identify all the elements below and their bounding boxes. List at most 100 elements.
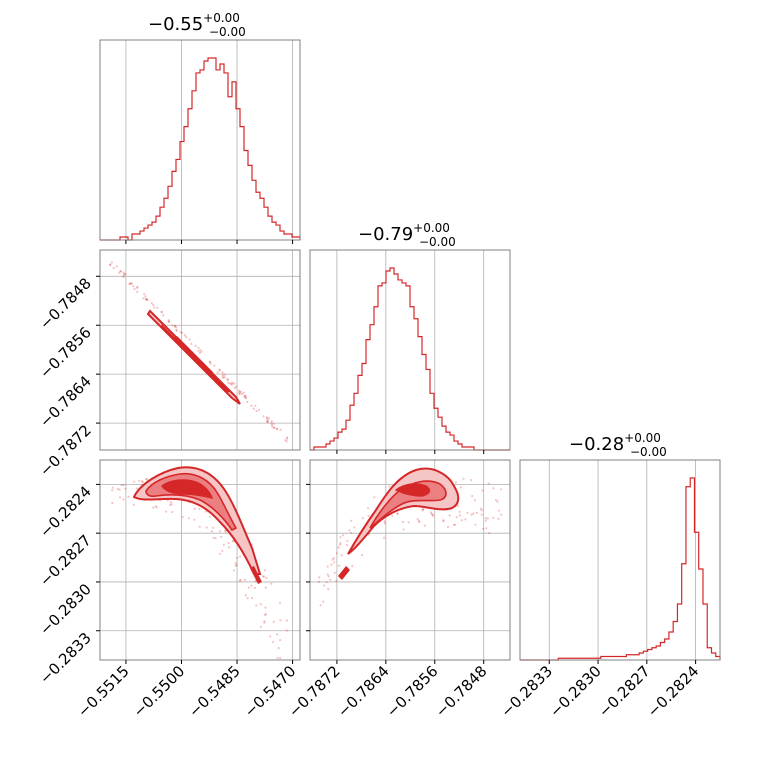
scatter-point	[218, 368, 221, 371]
scatter-point	[273, 426, 276, 429]
scatter-point	[382, 536, 386, 539]
scatter-point	[452, 523, 456, 526]
scatter-point	[221, 375, 224, 378]
scatter-point	[141, 481, 144, 484]
scatter-point	[273, 426, 276, 430]
scatter-point	[335, 579, 338, 583]
scatter-point	[484, 519, 487, 522]
scatter-point	[339, 542, 342, 545]
contour-var1-vs-var0	[146, 309, 241, 405]
scatter-point	[162, 314, 165, 317]
scatter-point	[326, 565, 329, 568]
scatter-point	[265, 417, 269, 420]
scatter-point	[474, 523, 477, 526]
scatter-point	[327, 588, 330, 591]
scatter-point	[396, 512, 399, 516]
scatter-point	[227, 542, 230, 545]
scatter-point	[133, 480, 136, 483]
scatter-point	[230, 382, 233, 385]
y-tick-label: −0.2830	[36, 580, 95, 639]
scatter-point	[208, 360, 211, 363]
scatter-point	[331, 558, 334, 561]
scatter-var2-vs-var0	[111, 478, 288, 663]
scatter-point	[429, 511, 433, 514]
scatter-point	[235, 385, 238, 388]
scatter-point	[265, 576, 268, 580]
scatter-point	[462, 477, 465, 480]
scatter-point	[266, 420, 269, 424]
scatter-point	[254, 404, 257, 407]
scatter-point	[333, 571, 336, 574]
scatter-point	[442, 519, 445, 522]
scatter-point	[169, 504, 172, 507]
scatter-point	[234, 564, 237, 567]
scatter-point	[243, 394, 246, 397]
scatter-point	[348, 529, 351, 532]
scatter-point	[263, 621, 266, 624]
scatter-point	[496, 500, 499, 503]
scatter-point	[228, 546, 231, 549]
scatter-point	[448, 514, 451, 517]
scatter-point	[239, 555, 242, 558]
scatter-point	[224, 529, 227, 532]
scatter-point	[383, 520, 386, 523]
scatter-point	[499, 488, 503, 491]
scatter-point	[276, 656, 279, 660]
histogram-var1	[310, 267, 510, 451]
scatter-point	[136, 285, 139, 288]
scatter-point	[250, 597, 254, 600]
scatter-point	[167, 319, 170, 322]
scatter-point	[497, 517, 500, 521]
scatter-point	[250, 584, 253, 587]
scatter-point	[335, 552, 339, 555]
scatter-point	[111, 501, 114, 505]
scatter-point	[118, 271, 121, 274]
scatter-point	[346, 544, 349, 547]
scatter-point	[235, 563, 238, 567]
scatter-point	[181, 516, 184, 519]
scatter-point	[233, 386, 236, 390]
histogram-var2	[520, 477, 721, 661]
scatter-point	[442, 520, 445, 523]
scatter-point	[153, 306, 156, 309]
scatter-point	[231, 381, 234, 384]
scatter-point	[373, 496, 376, 499]
scatter-point	[224, 530, 227, 533]
scatter-point	[460, 519, 463, 522]
scatter-point	[146, 298, 149, 301]
scatter-point	[471, 495, 474, 498]
scatter-point	[122, 484, 125, 487]
scatter-point	[492, 516, 495, 520]
scatter-point	[124, 273, 127, 276]
scatter-point	[244, 594, 247, 597]
scatter-point	[181, 331, 184, 334]
scatter-point	[422, 508, 425, 511]
x-tick-label: −0.7856	[383, 662, 442, 721]
scatter-point	[119, 270, 122, 273]
scatter-point	[171, 324, 174, 327]
scatter-point	[264, 613, 267, 617]
scatter-point	[243, 395, 246, 398]
scatter-point	[234, 562, 237, 565]
scatter-point	[237, 392, 240, 395]
scatter-point	[455, 516, 458, 519]
scatter-point	[494, 499, 498, 502]
scatter-point	[391, 514, 394, 517]
scatter-point	[128, 282, 131, 285]
scatter-point	[481, 489, 484, 492]
scatter-point	[340, 554, 343, 557]
scatter-point	[484, 517, 487, 520]
title-var-1: −0.79+0.00 −0.00	[358, 221, 456, 249]
scatter-point	[388, 485, 391, 488]
contour-var2-vs-var1	[338, 467, 460, 580]
scatter-point	[259, 603, 262, 606]
scatter-point	[280, 661, 282, 663]
scatter-point	[145, 478, 148, 481]
scatter-point	[236, 556, 239, 559]
scatter-point	[266, 419, 269, 422]
scatter-point	[240, 392, 243, 395]
scatter-point	[110, 261, 113, 264]
scatter-point	[255, 604, 258, 607]
scatter-point	[475, 511, 478, 514]
scatter-point	[272, 640, 275, 644]
